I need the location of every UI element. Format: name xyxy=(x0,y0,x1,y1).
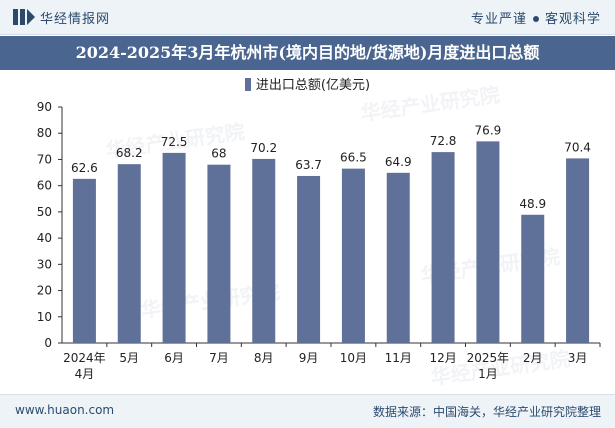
y-tick-label: 70 xyxy=(37,152,52,166)
x-tick-label: 1月 xyxy=(478,367,498,381)
chart-title: 2024-2025年3月年杭州市(境内目的地/货源地)月度进出口总额 xyxy=(0,36,615,70)
y-tick-label: 20 xyxy=(37,284,52,298)
y-tick-label: 60 xyxy=(37,179,52,193)
y-tick-label: 30 xyxy=(37,257,52,271)
y-tick-label: 40 xyxy=(37,231,52,245)
bar-value-label: 48.9 xyxy=(519,197,546,211)
header-bar: 华经情报网 专业严谨 客观科学 xyxy=(0,0,615,35)
bar-value-label: 66.5 xyxy=(340,151,367,165)
x-tick-label: 12月 xyxy=(429,351,456,365)
bar-value-label: 68 xyxy=(211,147,226,161)
bar-value-label: 70.2 xyxy=(250,141,277,155)
footer-bar: www.huaon.com 数据来源：中国海关，华经产业研究院整理 xyxy=(0,394,615,428)
x-tick-label: 2024年 xyxy=(63,351,106,365)
x-tick-label: 8月 xyxy=(254,351,274,365)
bar xyxy=(341,168,365,343)
y-tick-label: 0 xyxy=(44,336,52,350)
bar xyxy=(72,178,96,343)
x-tick-label: 9月 xyxy=(299,351,319,365)
slogan-right: 客观科学 xyxy=(544,12,601,27)
y-tick-label: 10 xyxy=(37,310,52,324)
chart-legend: 进出口总额(亿美元) xyxy=(0,74,615,93)
legend-swatch xyxy=(244,78,251,91)
bar xyxy=(252,158,276,343)
slogan-dot-icon xyxy=(532,15,539,22)
bar xyxy=(386,172,410,343)
bar-value-label: 72.8 xyxy=(430,134,457,148)
bar-value-label: 76.9 xyxy=(475,123,502,137)
bar xyxy=(521,214,545,343)
bar xyxy=(566,158,590,343)
x-tick-label: 6月 xyxy=(164,351,184,365)
bar xyxy=(476,141,500,343)
x-tick-label: 2月 xyxy=(523,351,543,365)
huajing-logo-icon xyxy=(13,9,35,25)
x-tick-label: 2025年 xyxy=(467,351,510,365)
bar-value-label: 62.6 xyxy=(71,161,98,175)
bar xyxy=(162,152,186,343)
y-tick-label: 50 xyxy=(37,205,52,219)
y-tick-label: 80 xyxy=(37,126,52,140)
slogan-left: 专业严谨 xyxy=(470,12,527,27)
bar-value-label: 64.9 xyxy=(385,155,412,169)
x-tick-label: 10月 xyxy=(340,351,367,365)
x-tick-label: 3月 xyxy=(568,351,588,365)
brand-name: 华经情报网 xyxy=(40,12,111,27)
y-tick-label: 90 xyxy=(37,100,52,114)
bar xyxy=(297,175,321,343)
bar-value-label: 72.5 xyxy=(161,135,188,149)
data-source: 数据来源：中国海关，华经产业研究院整理 xyxy=(372,405,601,419)
bar-value-label: 63.7 xyxy=(295,158,322,172)
x-tick-label: 4月 xyxy=(75,367,95,381)
bar xyxy=(207,164,231,343)
site-url: www.huaon.com xyxy=(15,403,115,417)
bar xyxy=(431,152,455,343)
bar xyxy=(117,164,141,343)
legend-label: 进出口总额(亿美元) xyxy=(255,78,371,93)
bar-value-label: 70.4 xyxy=(564,140,591,154)
slogan: 专业严谨 客观科学 xyxy=(471,8,601,27)
x-tick-label: 5月 xyxy=(119,351,139,365)
x-tick-label: 7月 xyxy=(209,351,229,365)
x-tick-label: 11月 xyxy=(385,351,412,365)
bar-value-label: 68.2 xyxy=(116,146,143,160)
bar-chart: 0 10 20 30 40 50 60 70 80 90 62.6 2024年 4月 68.2 5月 72.5… xyxy=(37,100,601,381)
